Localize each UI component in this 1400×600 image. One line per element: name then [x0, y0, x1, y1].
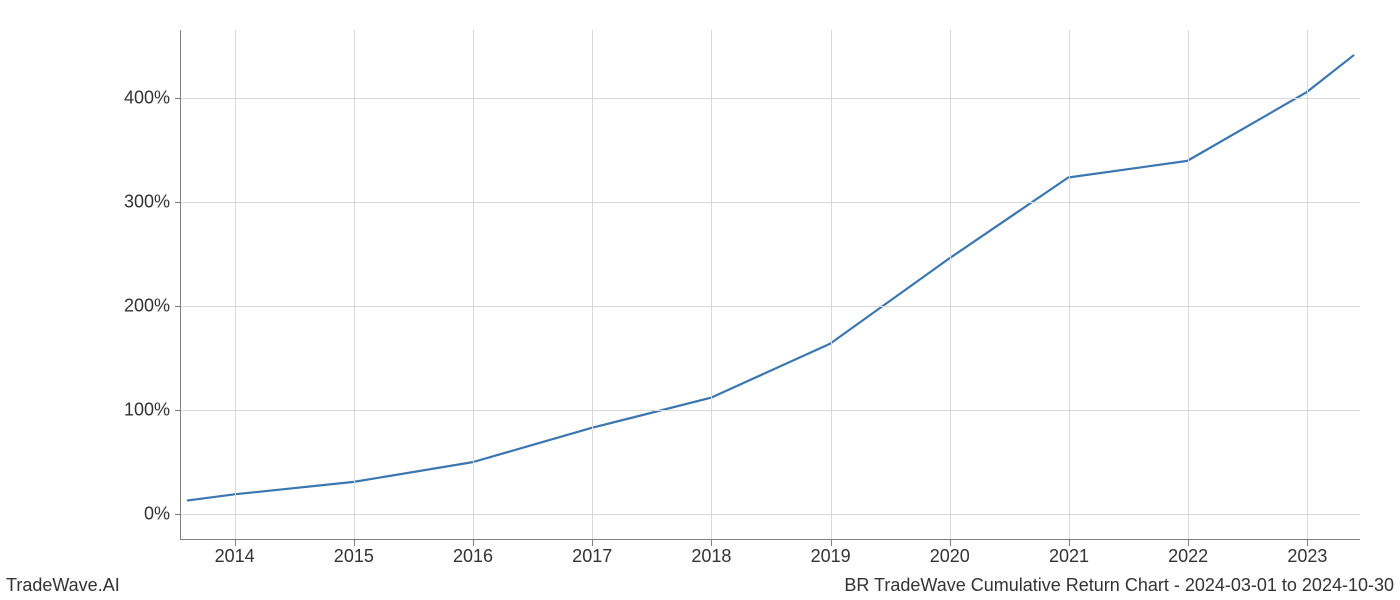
grid-vertical [354, 30, 355, 539]
y-tick-mark [175, 306, 181, 307]
grid-horizontal [181, 514, 1360, 515]
y-tick-mark [175, 514, 181, 515]
y-tick-label: 100% [124, 399, 170, 420]
grid-horizontal [181, 410, 1360, 411]
chart-area: 2014201520162017201820192020202120222023 [180, 30, 1360, 540]
x-tick-label: 2018 [691, 546, 731, 567]
y-tick-mark [175, 410, 181, 411]
x-tick-label: 2015 [334, 546, 374, 567]
x-tick-label: 2014 [215, 546, 255, 567]
footer-right-text: BR TradeWave Cumulative Return Chart - 2… [844, 575, 1394, 596]
grid-vertical [950, 30, 951, 539]
x-tick-label: 2016 [453, 546, 493, 567]
grid-horizontal [181, 306, 1360, 307]
y-axis-labels: 0% 100% 200% 300% 400% [0, 30, 180, 540]
grid-vertical [711, 30, 712, 539]
grid-vertical [1069, 30, 1070, 539]
footer-left-text: TradeWave.AI [6, 575, 120, 596]
y-tick-label: 0% [144, 503, 170, 524]
grid-horizontal [181, 98, 1360, 99]
plot-area: 2014201520162017201820192020202120222023 [180, 30, 1360, 540]
data-line [187, 55, 1354, 501]
grid-vertical [235, 30, 236, 539]
x-tick-label: 2023 [1287, 546, 1327, 567]
grid-vertical [1307, 30, 1308, 539]
y-tick-mark [175, 202, 181, 203]
x-tick-label: 2021 [1049, 546, 1089, 567]
y-tick-label: 400% [124, 87, 170, 108]
y-tick-mark [175, 98, 181, 99]
grid-horizontal [181, 202, 1360, 203]
x-tick-label: 2019 [811, 546, 851, 567]
line-chart-svg [181, 30, 1360, 539]
grid-vertical [831, 30, 832, 539]
y-tick-label: 200% [124, 295, 170, 316]
grid-vertical [592, 30, 593, 539]
x-tick-label: 2022 [1168, 546, 1208, 567]
grid-vertical [473, 30, 474, 539]
x-tick-label: 2017 [572, 546, 612, 567]
y-tick-label: 300% [124, 191, 170, 212]
x-tick-label: 2020 [930, 546, 970, 567]
grid-vertical [1188, 30, 1189, 539]
